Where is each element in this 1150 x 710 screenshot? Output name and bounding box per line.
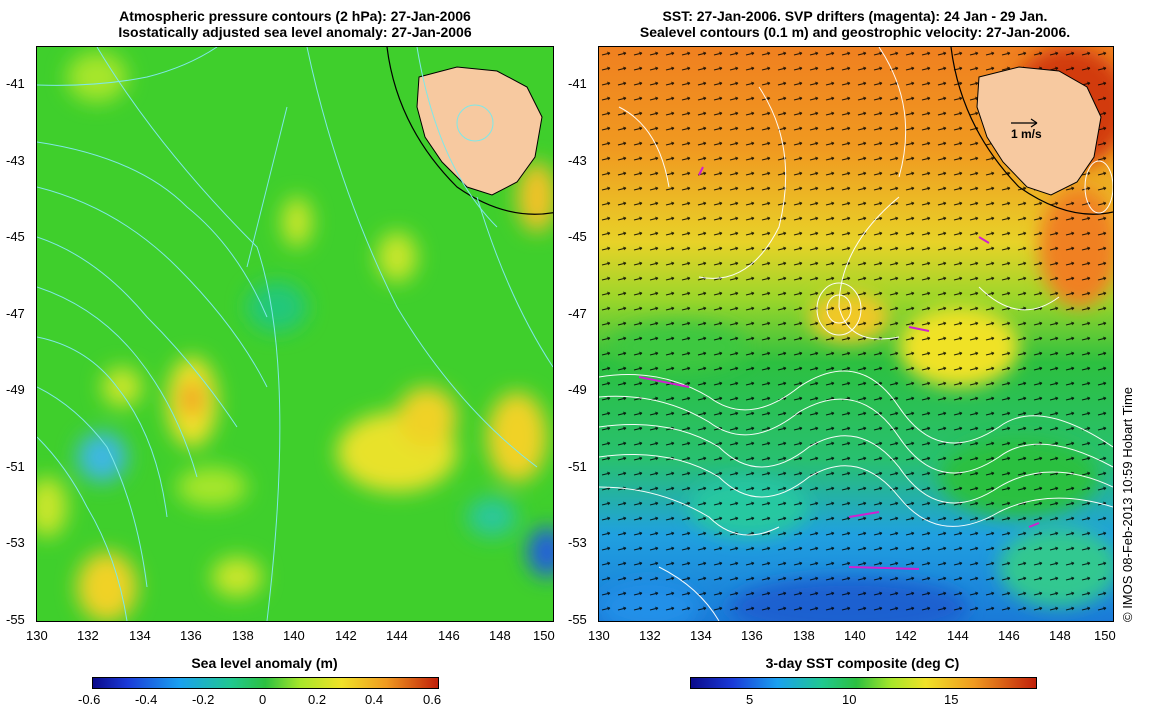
right-y-tick-7: -55 bbox=[568, 612, 587, 627]
sla-cb-tick-5: 0.4 bbox=[365, 692, 384, 707]
velocity-scale-label: 1 m/s bbox=[1011, 127, 1042, 141]
left-y-tick-2: -45 bbox=[6, 229, 25, 244]
left-x-tick-7: 144 bbox=[386, 628, 408, 643]
coastline-edge bbox=[950, 47, 1113, 215]
right-y-tick-4: -49 bbox=[568, 382, 587, 397]
right-y-tick-0: -41 bbox=[568, 76, 587, 91]
right-x-tick-8: 146 bbox=[998, 628, 1020, 643]
sst-colorbar bbox=[690, 677, 1037, 689]
svp-drifter-tracks bbox=[638, 166, 1040, 570]
right-x-tick-10: 150 bbox=[1094, 628, 1116, 643]
sea-level-anomaly-colorbar-title: Sea level anomaly (m) bbox=[191, 655, 338, 671]
left-x-tick-6: 142 bbox=[335, 628, 357, 643]
right-x-tick-6: 142 bbox=[895, 628, 917, 643]
left-x-tick-3: 136 bbox=[180, 628, 202, 643]
left-x-tick-10: 150 bbox=[533, 628, 555, 643]
sla-cb-tick-0: -0.6 bbox=[78, 692, 101, 707]
tasmania-land bbox=[976, 66, 1102, 196]
sla-cb-tick-3: 0 bbox=[259, 692, 267, 707]
left-y-tick-4: -49 bbox=[6, 382, 25, 397]
sla-cb-tick-4: 0.2 bbox=[308, 692, 327, 707]
left-x-tick-5: 140 bbox=[283, 628, 305, 643]
sst-cb-tick-2: 15 bbox=[944, 692, 959, 707]
left-y-tick-1: -43 bbox=[6, 153, 25, 168]
right-x-tick-0: 130 bbox=[588, 628, 610, 643]
left-title-line1: Atmospheric pressure contours (2 hPa): 2… bbox=[119, 8, 471, 24]
left-map-svg bbox=[37, 47, 553, 621]
left-map-title: Atmospheric pressure contours (2 hPa): 2… bbox=[35, 8, 555, 40]
right-y-tick-5: -51 bbox=[568, 459, 587, 474]
right-map-panel[interactable]: 1 m/s bbox=[598, 46, 1114, 622]
left-x-tick-0: 130 bbox=[26, 628, 48, 643]
left-y-tick-5: -51 bbox=[6, 459, 25, 474]
left-x-tick-2: 134 bbox=[129, 628, 151, 643]
right-y-tick-2: -45 bbox=[568, 229, 587, 244]
sea-level-contours bbox=[599, 47, 1113, 621]
left-x-tick-9: 148 bbox=[489, 628, 511, 643]
right-map-title: SST: 27-Jan-2006. SVP drifters (magenta)… bbox=[580, 8, 1130, 40]
sla-cb-tick-1: -0.4 bbox=[135, 692, 158, 707]
imos-credit: © IMOS 08-Feb-2013 10:59 Hobart Time bbox=[1120, 386, 1135, 622]
right-x-tick-1: 132 bbox=[639, 628, 661, 643]
left-x-tick-8: 146 bbox=[438, 628, 460, 643]
right-x-tick-7: 144 bbox=[947, 628, 969, 643]
sla-cb-tick-6: 0.6 bbox=[423, 692, 442, 707]
right-title-line1: SST: 27-Jan-2006. SVP drifters (magenta)… bbox=[662, 8, 1048, 24]
right-x-tick-5: 140 bbox=[844, 628, 866, 643]
pressure-contours bbox=[37, 47, 553, 621]
left-map-panel[interactable] bbox=[36, 46, 554, 622]
right-map-svg bbox=[599, 47, 1113, 621]
sea-level-anomaly-field bbox=[37, 52, 553, 621]
right-x-tick-4: 138 bbox=[793, 628, 815, 643]
right-y-tick-1: -43 bbox=[568, 153, 587, 168]
sla-cb-tick-2: -0.2 bbox=[192, 692, 215, 707]
left-title-line2: Isostatically adjusted sea level anomaly… bbox=[118, 24, 472, 40]
left-y-tick-6: -53 bbox=[6, 535, 25, 550]
right-x-tick-9: 148 bbox=[1049, 628, 1071, 643]
sea-level-anomaly-colorbar bbox=[92, 677, 439, 689]
sst-cb-tick-1: 10 bbox=[842, 692, 857, 707]
scale-arrow bbox=[1011, 118, 1038, 128]
right-y-tick-3: -47 bbox=[568, 306, 587, 321]
left-x-tick-4: 138 bbox=[232, 628, 254, 643]
left-y-tick-3: -47 bbox=[6, 306, 25, 321]
left-y-tick-7: -55 bbox=[6, 612, 25, 627]
left-y-tick-0: -41 bbox=[6, 76, 25, 91]
right-x-tick-3: 136 bbox=[741, 628, 763, 643]
right-x-tick-2: 134 bbox=[690, 628, 712, 643]
left-x-tick-1: 132 bbox=[77, 628, 99, 643]
right-title-line2: Sealevel contours (0.1 m) and geostrophi… bbox=[639, 24, 1071, 40]
tasmania-land bbox=[416, 66, 543, 196]
coastline-edge bbox=[386, 47, 553, 215]
right-y-tick-6: -53 bbox=[568, 535, 587, 550]
sst-colorbar-title: 3-day SST composite (deg C) bbox=[765, 655, 960, 671]
sst-cb-tick-0: 5 bbox=[746, 692, 754, 707]
